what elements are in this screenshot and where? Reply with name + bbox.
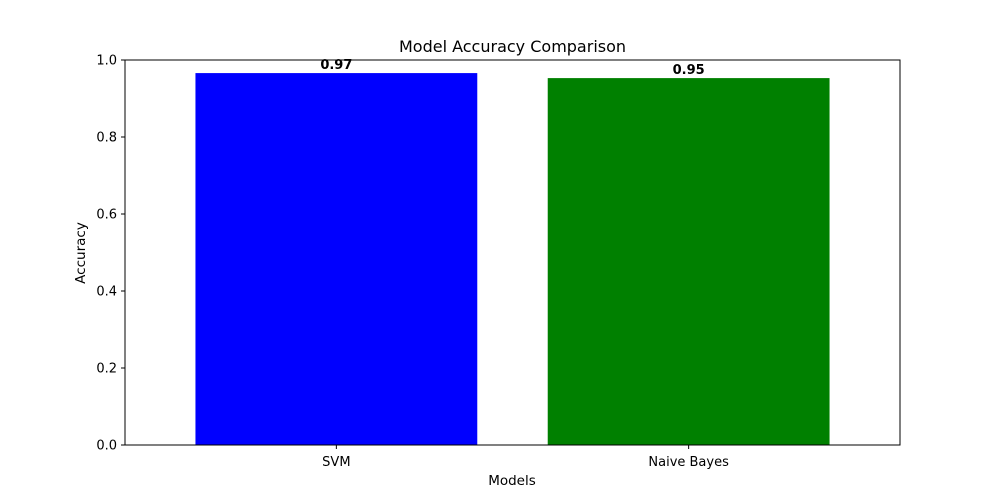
x-tick-label: SVM [322,455,350,470]
x-axis-label: Models [488,473,536,489]
y-tick-label: 0.4 [96,285,117,300]
y-tick-label: 0.0 [96,439,117,454]
y-tick-label: 1.0 [96,54,117,69]
data-label: 0.97 [320,58,352,73]
bar-svm [195,73,478,445]
plot-area: 0.97 SVM 0.95 Naive Bayes 0.0 0.2 0.4 0.6 0.8 1.0 [96,54,830,470]
y-tick-label: 0.8 [96,131,117,146]
bar-naive-bayes [547,78,830,445]
y-axis-label: Accuracy [73,222,89,284]
data-label: 0.95 [673,63,705,78]
plot-frame [124,59,901,446]
y-tick-label: 0.6 [96,208,117,223]
y-tick-label: 0.2 [96,362,117,377]
chart-title: Model Accuracy Comparison [399,37,626,56]
x-tick-label: Naive Bayes [648,455,729,470]
